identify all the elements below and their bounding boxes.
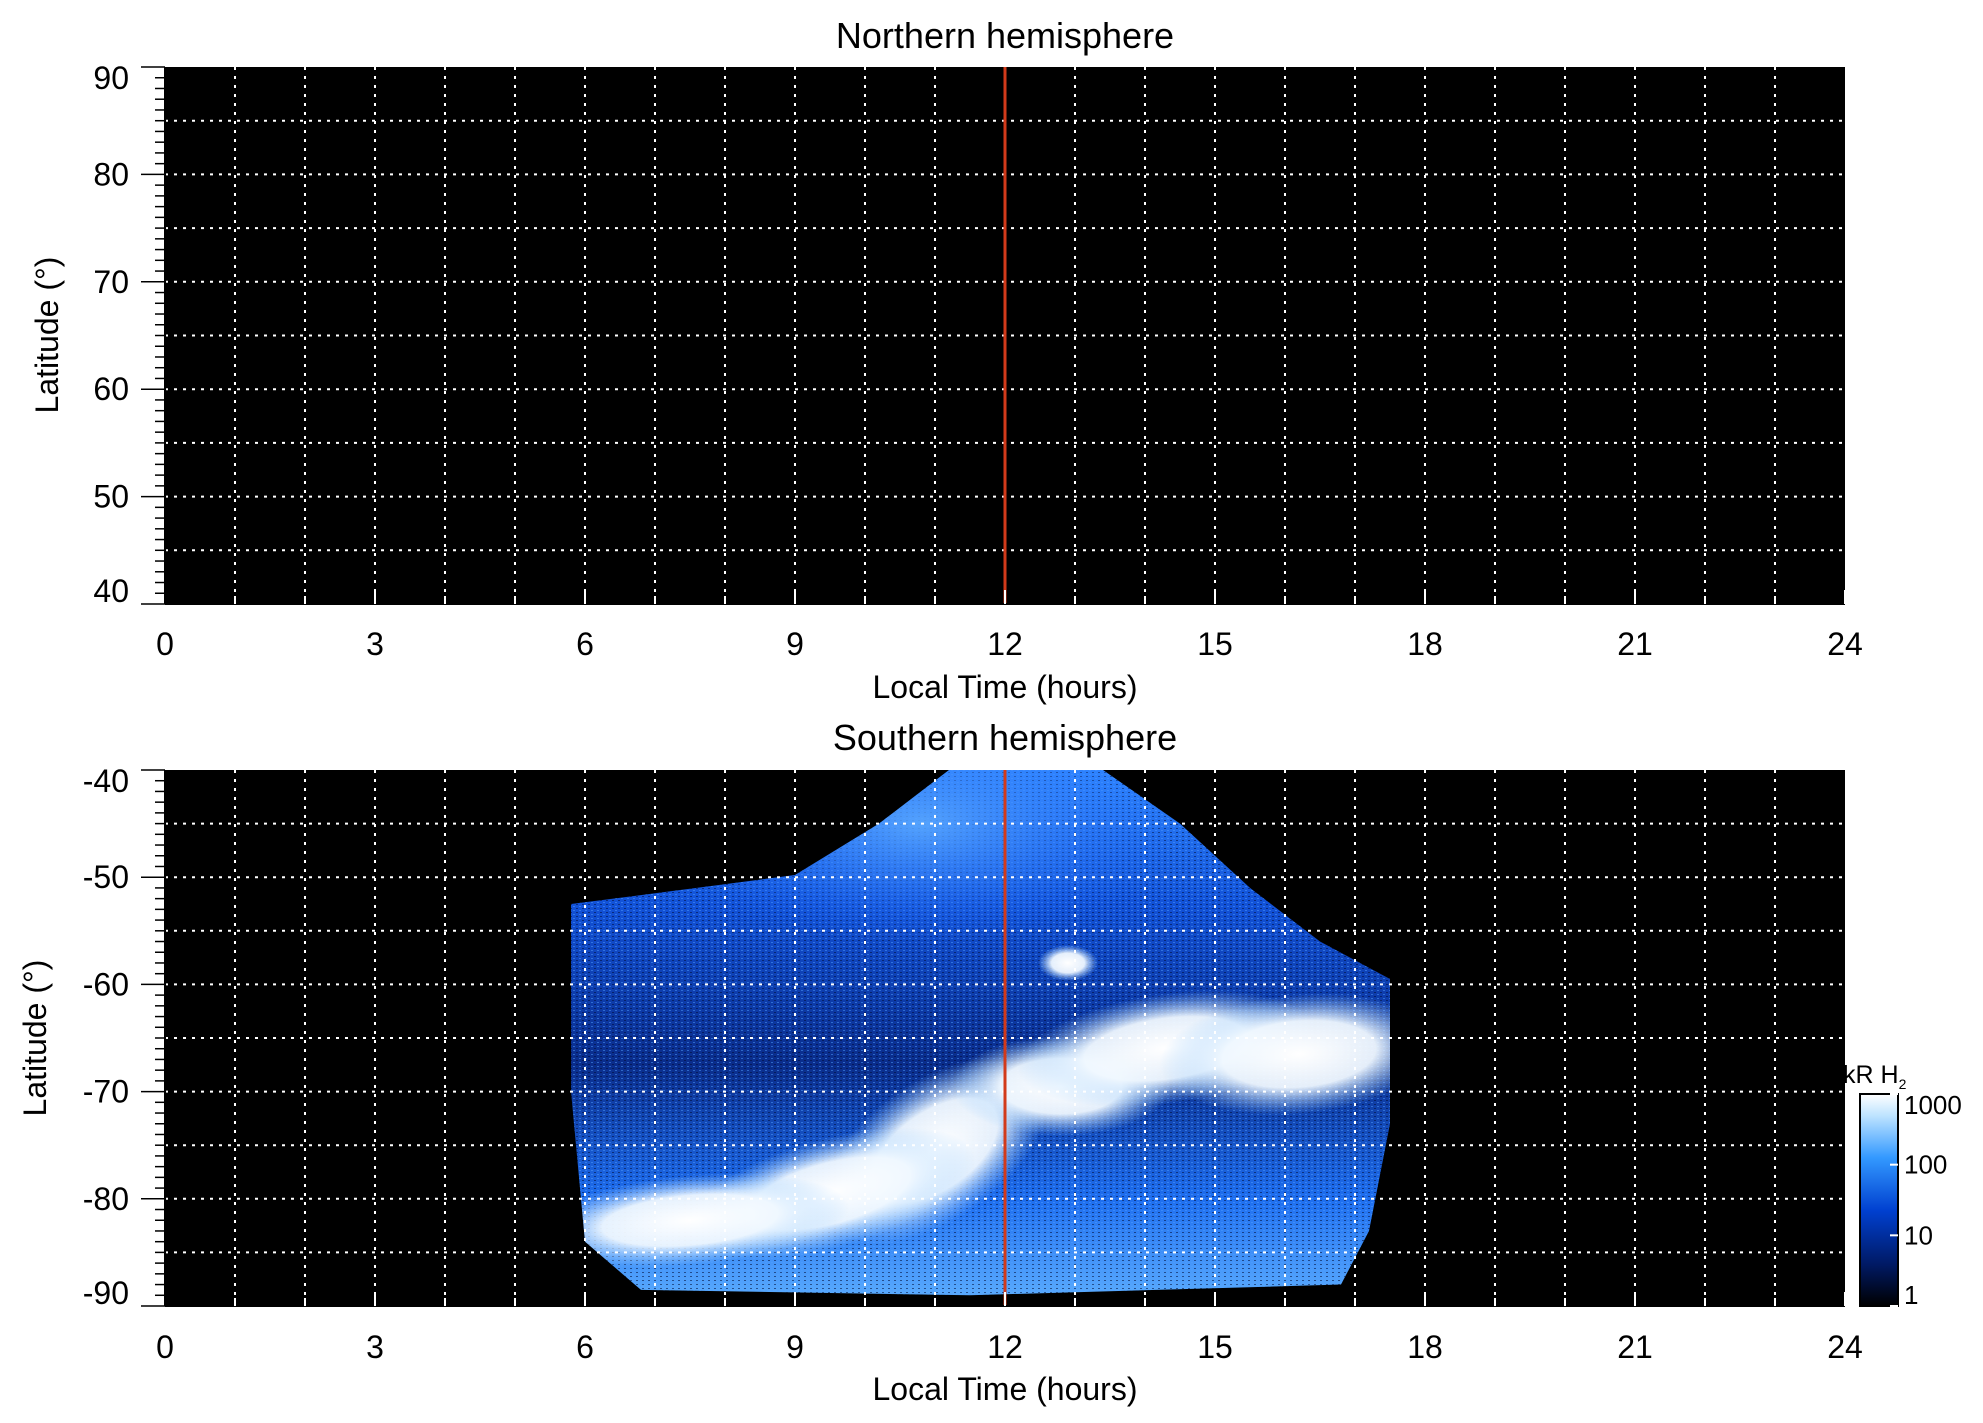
x-tick-label: 6 xyxy=(576,1329,594,1365)
north-y-label: Latitude (°) xyxy=(29,257,65,414)
colorbar-tick-label: 1000 xyxy=(1904,1090,1962,1120)
y-tick-label: 70 xyxy=(93,264,129,300)
colorbar-label-main: kR H xyxy=(1843,1061,1899,1089)
y-tick-label: -70 xyxy=(83,1074,129,1110)
x-tick-label: 9 xyxy=(786,1329,804,1365)
y-tick-label: 40 xyxy=(93,573,129,609)
y-tick-label: -80 xyxy=(83,1181,129,1217)
south-title: Southern hemisphere xyxy=(833,717,1177,758)
south-x-label: Local Time (hours) xyxy=(873,1371,1138,1407)
y-tick-label: 90 xyxy=(93,60,129,96)
x-tick-label: 15 xyxy=(1197,1329,1233,1365)
x-tick-label: 0 xyxy=(156,1329,174,1365)
colorbar-label-subscript: 2 xyxy=(1899,1076,1907,1092)
y-tick-label: 60 xyxy=(93,371,129,407)
bright-region xyxy=(1159,993,1390,1116)
colorbar-tick-label: 10 xyxy=(1904,1220,1933,1250)
colorbar-gradient xyxy=(1859,1093,1899,1307)
x-tick-label: 12 xyxy=(987,1329,1023,1365)
x-tick-label: 0 xyxy=(156,626,174,662)
y-tick-label: -60 xyxy=(83,966,129,1002)
y-tick-label: 50 xyxy=(93,479,129,515)
colorbar-label: kR H2 xyxy=(1843,1061,1907,1092)
north-title: Northern hemisphere xyxy=(836,15,1174,56)
x-tick-label: 18 xyxy=(1407,626,1443,662)
x-tick-label: 3 xyxy=(366,1329,384,1365)
north-x-label: Local Time (hours) xyxy=(873,669,1138,705)
colorbar-ticks: 1000 100 10 1 xyxy=(1890,1090,1962,1310)
colorbar: kR H2 1000 100 10 1 xyxy=(1843,1061,1962,1310)
x-tick-label: 3 xyxy=(366,626,384,662)
x-tick-label: 21 xyxy=(1617,1329,1653,1365)
y-tick-label: -40 xyxy=(83,763,129,799)
north-x-axis: 0 3 6 9 12 15 18 21 24 xyxy=(156,590,1863,662)
x-tick-label: 6 xyxy=(576,626,594,662)
x-tick-label: 18 xyxy=(1407,1329,1443,1365)
y-tick-label: 80 xyxy=(93,156,129,192)
colorbar-tick-label: 100 xyxy=(1904,1150,1947,1180)
x-tick-label: 24 xyxy=(1827,1329,1863,1365)
north-y-axis: 90 80 70 60 50 40 xyxy=(93,60,166,609)
south-y-label: Latitude (°) xyxy=(17,960,53,1117)
bright-region xyxy=(1038,944,1098,981)
y-tick-label: -50 xyxy=(83,859,129,895)
south-y-axis: -40 -50 -60 -70 -80 -90 xyxy=(83,763,166,1311)
south-x-axis: 0 3 6 9 12 15 18 21 24 xyxy=(156,1292,1863,1365)
south-panel: Southern hemisphere 0 3 6 9 12 15 18 21 24 -40-5… xyxy=(17,717,1962,1407)
north-panel: Northern hemisphere 0 3 6 9 12 15 18 21 24 90 80 7… xyxy=(29,15,1863,705)
x-tick-label: 24 xyxy=(1827,626,1863,662)
x-tick-label: 15 xyxy=(1197,626,1233,662)
colorbar-tick-label: 1 xyxy=(1904,1280,1918,1310)
y-tick-label: -90 xyxy=(83,1275,129,1311)
bright-region xyxy=(571,1173,850,1268)
x-tick-label: 21 xyxy=(1617,626,1653,662)
x-tick-label: 12 xyxy=(987,626,1023,662)
x-tick-label: 9 xyxy=(786,626,804,662)
